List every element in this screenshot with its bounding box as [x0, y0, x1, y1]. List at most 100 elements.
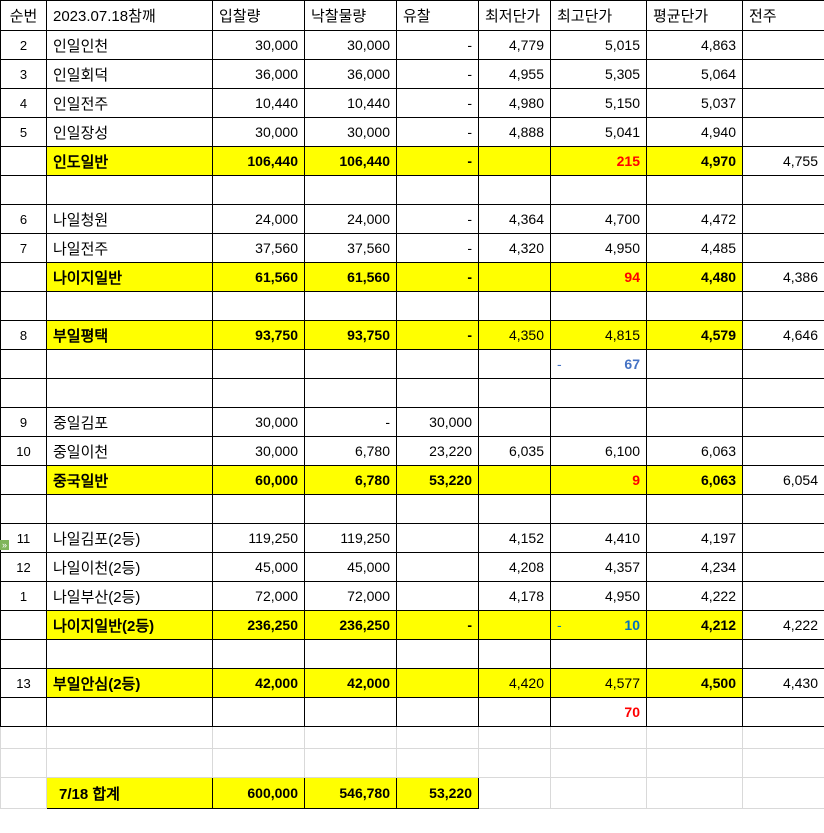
- cell-prev-week[interactable]: [742, 378, 824, 408]
- cell-award-qty[interactable]: [304, 494, 397, 524]
- cell-seq[interactable]: [0, 349, 47, 379]
- cell-seq[interactable]: [0, 777, 47, 809]
- cell-max-price[interactable]: 4,410: [550, 523, 647, 553]
- cell-prev-week[interactable]: [742, 639, 824, 669]
- cell-prev-week[interactable]: 4,755: [742, 146, 824, 176]
- cell-bid-qty[interactable]: 60,000: [212, 465, 305, 495]
- cell-bid-qty[interactable]: 24,000: [212, 204, 305, 234]
- cell-award-qty[interactable]: 42,000: [304, 668, 397, 698]
- cell-prev-week[interactable]: [742, 175, 824, 205]
- cell-item[interactable]: 나일부산(2등): [46, 581, 213, 611]
- cell-seq[interactable]: [0, 465, 47, 495]
- cell-bid-qty[interactable]: 30,000: [212, 117, 305, 147]
- cell-seq[interactable]: 6: [0, 204, 47, 234]
- cell-avg-price[interactable]: [646, 407, 743, 437]
- cell-max-price[interactable]: [550, 748, 647, 778]
- cell-bid-qty[interactable]: 10,440: [212, 88, 305, 118]
- cell-avg-price[interactable]: 4,197: [646, 523, 743, 553]
- cell-award-qty[interactable]: [304, 291, 397, 321]
- cell-award-qty[interactable]: -: [304, 407, 397, 437]
- cell-unsold[interactable]: [396, 552, 479, 582]
- cell-item[interactable]: 나일김포(2등): [46, 523, 213, 553]
- cell-min-price[interactable]: [478, 407, 551, 437]
- cell-item[interactable]: 인일인천: [46, 30, 213, 60]
- cell-bid-qty[interactable]: 30,000: [212, 436, 305, 466]
- cell-avg-price[interactable]: 6,063: [646, 465, 743, 495]
- cell-max-price[interactable]: 5,041: [550, 117, 647, 147]
- cell-bid-qty[interactable]: 119,250: [212, 523, 305, 553]
- header-prev-week[interactable]: 전주: [742, 0, 824, 31]
- cell-item[interactable]: 나일전주: [46, 233, 213, 263]
- cell-award-qty[interactable]: 106,440: [304, 146, 397, 176]
- cell-avg-price[interactable]: [646, 175, 743, 205]
- cell-bid-qty[interactable]: 61,560: [212, 262, 305, 292]
- cell-unsold[interactable]: 53,220: [396, 465, 479, 495]
- cell-award-qty[interactable]: 72,000: [304, 581, 397, 611]
- cell-min-price[interactable]: [478, 146, 551, 176]
- cell-seq[interactable]: 2: [0, 30, 47, 60]
- cell-award-qty[interactable]: 6,780: [304, 436, 397, 466]
- cell-max-price[interactable]: 4,357: [550, 552, 647, 582]
- cell-bid-qty[interactable]: 93,750: [212, 320, 305, 350]
- cell-min-price[interactable]: [478, 349, 551, 379]
- cell-seq[interactable]: [0, 494, 47, 524]
- header-award-qty[interactable]: 낙찰물량: [304, 0, 397, 31]
- cell-min-price[interactable]: [478, 610, 551, 640]
- cell-award-qty[interactable]: 30,000: [304, 30, 397, 60]
- cell-award-qty[interactable]: 546,780: [304, 777, 397, 809]
- cell-avg-price[interactable]: [646, 748, 743, 778]
- cell-min-price[interactable]: 4,779: [478, 30, 551, 60]
- cell-seq[interactable]: [0, 697, 47, 727]
- cell-bid-qty[interactable]: 36,000: [212, 59, 305, 89]
- cell-bid-qty[interactable]: [212, 697, 305, 727]
- cell-item[interactable]: 인도일반: [46, 146, 213, 176]
- cell-unsold[interactable]: [396, 494, 479, 524]
- cell-seq[interactable]: 7: [0, 233, 47, 263]
- cell-unsold[interactable]: -: [396, 204, 479, 234]
- cell-avg-price[interactable]: 5,064: [646, 59, 743, 89]
- cell-item[interactable]: 부일평택: [46, 320, 213, 350]
- cell-max-price[interactable]: 5,305: [550, 59, 647, 89]
- cell-unsold[interactable]: -: [396, 30, 479, 60]
- cell-prev-week[interactable]: 6,054: [742, 465, 824, 495]
- cell-min-price[interactable]: 4,888: [478, 117, 551, 147]
- cell-unsold[interactable]: 53,220: [396, 777, 479, 809]
- cell-award-qty[interactable]: 30,000: [304, 117, 397, 147]
- cell-prev-week[interactable]: 4,386: [742, 262, 824, 292]
- cell-unsold[interactable]: -: [396, 88, 479, 118]
- cell-max-price[interactable]: [550, 175, 647, 205]
- cell-min-price[interactable]: [478, 378, 551, 408]
- cell-award-qty[interactable]: [304, 726, 397, 749]
- cell-max-price[interactable]: 4,700: [550, 204, 647, 234]
- cell-min-price[interactable]: [478, 494, 551, 524]
- cell-avg-price[interactable]: 4,500: [646, 668, 743, 698]
- cell-max-price[interactable]: [550, 726, 647, 749]
- cell-max-price[interactable]: 4,950: [550, 581, 647, 611]
- cell-unsold[interactable]: [396, 748, 479, 778]
- cell-award-qty[interactable]: 236,250: [304, 610, 397, 640]
- cell-unsold[interactable]: [396, 523, 479, 553]
- cell-prev-week[interactable]: [742, 117, 824, 147]
- cell-prev-week[interactable]: [742, 581, 824, 611]
- cell-seq[interactable]: [0, 748, 47, 778]
- cell-avg-price[interactable]: [646, 777, 743, 809]
- cell-min-price[interactable]: [478, 697, 551, 727]
- cell-max-price[interactable]: [550, 777, 647, 809]
- cell-max-price[interactable]: [550, 378, 647, 408]
- cell-avg-price[interactable]: 4,234: [646, 552, 743, 582]
- cell-avg-price[interactable]: [646, 697, 743, 727]
- cell-min-price[interactable]: 6,035: [478, 436, 551, 466]
- cell-item[interactable]: [46, 639, 213, 669]
- header-avg-price[interactable]: 평균단가: [646, 0, 743, 31]
- cell-item[interactable]: 중일김포: [46, 407, 213, 437]
- cell-avg-price[interactable]: [646, 726, 743, 749]
- cell-prev-week[interactable]: [742, 523, 824, 553]
- cell-bid-qty[interactable]: [212, 291, 305, 321]
- cell-max-price[interactable]: - 67: [550, 349, 647, 379]
- cell-max-price[interactable]: 9: [550, 465, 647, 495]
- cell-max-price[interactable]: 6,100: [550, 436, 647, 466]
- cell-prev-week[interactable]: [742, 697, 824, 727]
- cell-max-price[interactable]: 5,150: [550, 88, 647, 118]
- cell-unsold[interactable]: [396, 639, 479, 669]
- cell-min-price[interactable]: [478, 262, 551, 292]
